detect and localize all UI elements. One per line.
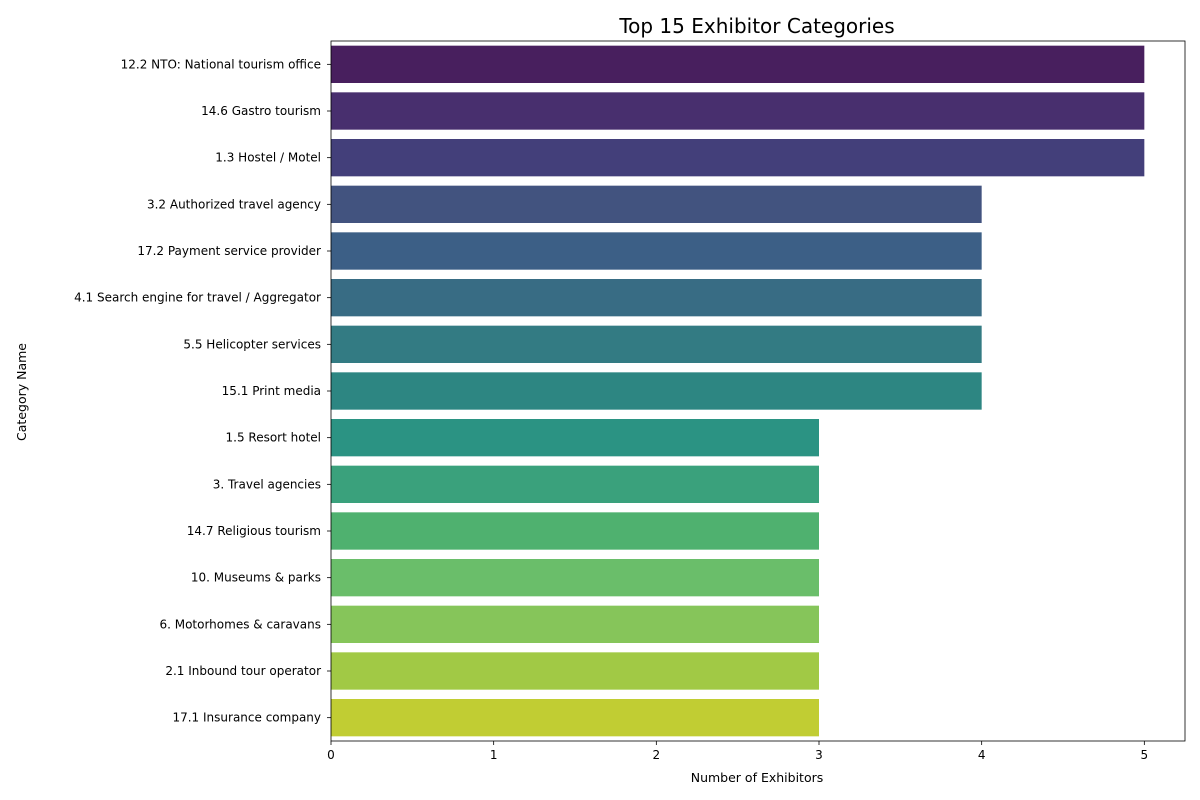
x-tick-label: 4 (978, 748, 986, 762)
y-tick-label: 14.7 Religious tourism (187, 524, 321, 538)
bar (331, 45, 1145, 83)
bar (331, 652, 819, 690)
bar (331, 325, 982, 363)
bar (331, 559, 819, 597)
bar (331, 279, 982, 317)
axes-group: 12.2 NTO: National tourism office 14.6 Ga… (74, 40, 1186, 762)
y-tick-label: 5.5 Helicopter services (183, 337, 321, 351)
y-tick-label: 12.2 NTO: National tourism office (121, 57, 321, 71)
bars-group (331, 45, 1145, 737)
bar (331, 465, 819, 503)
bar (331, 185, 982, 223)
bar (331, 92, 1145, 130)
y-tick-label: 17.2 Payment service provider (137, 244, 321, 258)
y-tick-label: 15.1 Print media (222, 384, 321, 398)
y-tick-label: 3. Travel agencies (213, 477, 321, 491)
bar (331, 699, 819, 737)
bar (331, 139, 1145, 177)
y-tick-label: 4.1 Search engine for travel / Aggregato… (74, 291, 321, 305)
y-tick-label: 2.1 Inbound tour operator (165, 664, 321, 678)
x-tick-label: 1 (490, 748, 498, 762)
bar (331, 419, 819, 457)
x-tick-label: 2 (653, 748, 661, 762)
bar (331, 232, 982, 270)
bar (331, 372, 982, 410)
y-tick-label: 6. Motorhomes & caravans (159, 617, 321, 631)
y-tick-label: 1.5 Resort hotel (226, 431, 322, 445)
y-tick-label: 3.2 Authorized travel agency (147, 197, 321, 211)
plot-frame (330, 40, 1186, 742)
y-tick-label: 17.1 Insurance company (172, 711, 321, 725)
y-axis-title: Category Name (14, 343, 29, 441)
bar (331, 605, 819, 643)
x-tick-label: 5 (1141, 748, 1149, 762)
y-tick-label: 10. Museums & parks (191, 571, 321, 585)
x-tick-label: 3 (815, 748, 823, 762)
chart-title: Top 15 Exhibitor Categories (618, 14, 894, 38)
x-axis-title: Number of Exhibitors (691, 770, 824, 785)
bar (331, 512, 819, 550)
x-tick-label: 0 (327, 748, 335, 762)
y-tick-label: 1.3 Hostel / Motel (215, 151, 321, 165)
y-tick-label: 14.6 Gastro tourism (201, 104, 321, 118)
